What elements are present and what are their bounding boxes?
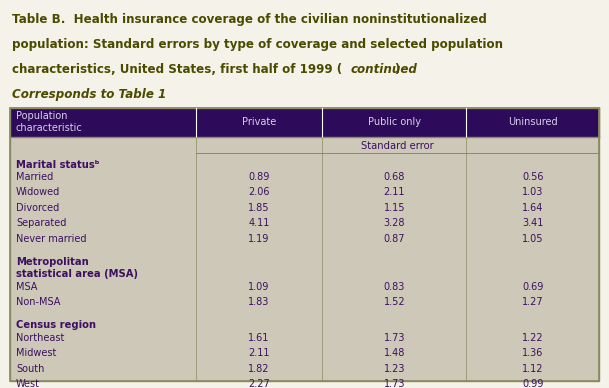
Text: 0.87: 0.87 <box>384 234 405 244</box>
Text: 2.27: 2.27 <box>248 379 270 388</box>
Text: Midwest: Midwest <box>16 348 57 358</box>
Text: 1.23: 1.23 <box>384 364 405 374</box>
Text: 3.28: 3.28 <box>384 218 405 229</box>
Text: Never married: Never married <box>16 234 86 244</box>
Text: Corresponds to Table 1: Corresponds to Table 1 <box>12 88 166 101</box>
Text: 1.12: 1.12 <box>522 364 543 374</box>
Text: 1.73: 1.73 <box>384 379 405 388</box>
Text: Widowed: Widowed <box>16 187 60 197</box>
Text: continued: continued <box>351 63 417 76</box>
Text: 0.68: 0.68 <box>384 172 405 182</box>
Text: 1.48: 1.48 <box>384 348 405 358</box>
Text: 1.52: 1.52 <box>384 297 405 307</box>
Text: Married: Married <box>16 172 53 182</box>
Text: 1.22: 1.22 <box>522 333 544 343</box>
Text: Census region: Census region <box>16 320 96 330</box>
Text: Standard error: Standard error <box>361 141 434 151</box>
Text: 2.11: 2.11 <box>384 187 405 197</box>
Text: 1.27: 1.27 <box>522 297 544 307</box>
Text: 1.83: 1.83 <box>248 297 270 307</box>
Text: Non-MSA: Non-MSA <box>16 297 60 307</box>
Text: 1.03: 1.03 <box>522 187 543 197</box>
Text: 0.89: 0.89 <box>248 172 270 182</box>
Text: Private: Private <box>242 117 276 127</box>
Text: West: West <box>16 379 40 388</box>
Bar <box>10 108 599 381</box>
Text: 4.11: 4.11 <box>248 218 270 229</box>
Text: ): ) <box>394 63 400 76</box>
Text: 1.19: 1.19 <box>248 234 270 244</box>
Text: Metropolitan
statistical area (MSA): Metropolitan statistical area (MSA) <box>16 257 138 279</box>
Text: 2.11: 2.11 <box>248 348 270 358</box>
Text: 1.05: 1.05 <box>522 234 543 244</box>
Text: MSA: MSA <box>16 282 37 292</box>
Text: Population
characteristic: Population characteristic <box>16 111 83 133</box>
Text: 0.56: 0.56 <box>522 172 543 182</box>
Text: 0.83: 0.83 <box>384 282 405 292</box>
Text: 0.69: 0.69 <box>522 282 543 292</box>
Text: 1.15: 1.15 <box>384 203 405 213</box>
Text: 3.41: 3.41 <box>522 218 543 229</box>
Text: Table B.  Health insurance coverage of the civilian noninstitutionalized: Table B. Health insurance coverage of th… <box>12 13 487 26</box>
Text: 1.36: 1.36 <box>522 348 543 358</box>
Text: Divorced: Divorced <box>16 203 59 213</box>
Text: characteristics, United States, first half of 1999 (: characteristics, United States, first ha… <box>12 63 342 76</box>
Text: Public only: Public only <box>368 117 421 127</box>
Text: 1.61: 1.61 <box>248 333 270 343</box>
Text: population: Standard errors by type of coverage and selected population: population: Standard errors by type of c… <box>12 38 503 51</box>
Text: 1.73: 1.73 <box>384 333 405 343</box>
Text: South: South <box>16 364 44 374</box>
Text: Marital statusᵇ: Marital statusᵇ <box>16 159 100 170</box>
Text: 2.06: 2.06 <box>248 187 270 197</box>
Bar <box>10 108 599 137</box>
Text: 0.99: 0.99 <box>522 379 543 388</box>
Text: 1.85: 1.85 <box>248 203 270 213</box>
Text: Separated: Separated <box>16 218 66 229</box>
Text: 1.09: 1.09 <box>248 282 270 292</box>
Text: 1.82: 1.82 <box>248 364 270 374</box>
Text: 1.64: 1.64 <box>522 203 543 213</box>
Text: Uninsured: Uninsured <box>508 117 558 127</box>
Bar <box>10 108 599 381</box>
Text: Northeast: Northeast <box>16 333 65 343</box>
